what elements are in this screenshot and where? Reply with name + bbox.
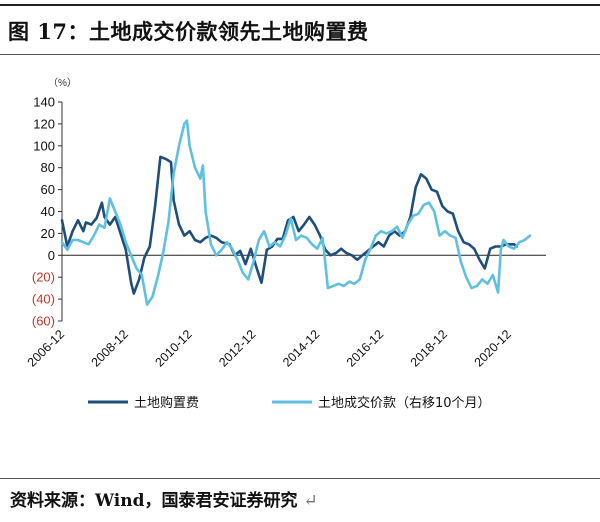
y-tick-label: 60 xyxy=(41,182,55,197)
x-tick-label: 2018-12 xyxy=(408,327,450,369)
y-unit-label: （%） xyxy=(48,77,77,89)
series-line-2 xyxy=(60,119,532,306)
x-tick-label: 2010-12 xyxy=(152,327,194,369)
legend-label-2: 土地成交价款（右移10个月） xyxy=(318,395,491,411)
x-tick-label: 2006-12 xyxy=(25,327,67,369)
x-tick-label: 2012-12 xyxy=(216,327,258,369)
return-mark: ↵ xyxy=(303,491,318,511)
y-tick-label: (60) xyxy=(32,314,55,329)
series-line-1 xyxy=(60,155,518,295)
title-rule xyxy=(0,54,600,55)
y-tick-label: 120 xyxy=(33,116,55,131)
figure-title: 图 17：土地成交价款领先土地购置费 xyxy=(8,19,369,44)
y-tick-label: 140 xyxy=(33,95,55,110)
top-rule xyxy=(0,4,600,6)
legend-label-1: 土地购置费 xyxy=(134,395,199,411)
line-chart: （%） 140 120 100 80 60 40 20 0 (20) (40) (60)2006-12… xyxy=(25,77,546,411)
y-tick-label: 80 xyxy=(41,160,55,175)
y-tick-label: 0 xyxy=(48,248,55,263)
bottom-rule xyxy=(0,478,600,479)
y-tick-label: 100 xyxy=(33,138,55,153)
x-tick-label: 2016-12 xyxy=(344,327,386,369)
y-tick-label: 20 xyxy=(41,226,55,241)
y-tick-label: (20) xyxy=(32,270,55,285)
y-tick-label: (40) xyxy=(32,292,55,307)
x-tick-label: 2008-12 xyxy=(89,327,131,369)
x-tick-label: 2014-12 xyxy=(280,327,322,369)
y-tick-label: 40 xyxy=(41,204,55,219)
source-text: 资料来源：Wind，国泰君安证券研究 xyxy=(10,491,298,511)
source-note: 资料来源：Wind，国泰君安证券研究 ↵ xyxy=(10,486,318,511)
x-tick-label: 2020-12 xyxy=(472,327,514,369)
